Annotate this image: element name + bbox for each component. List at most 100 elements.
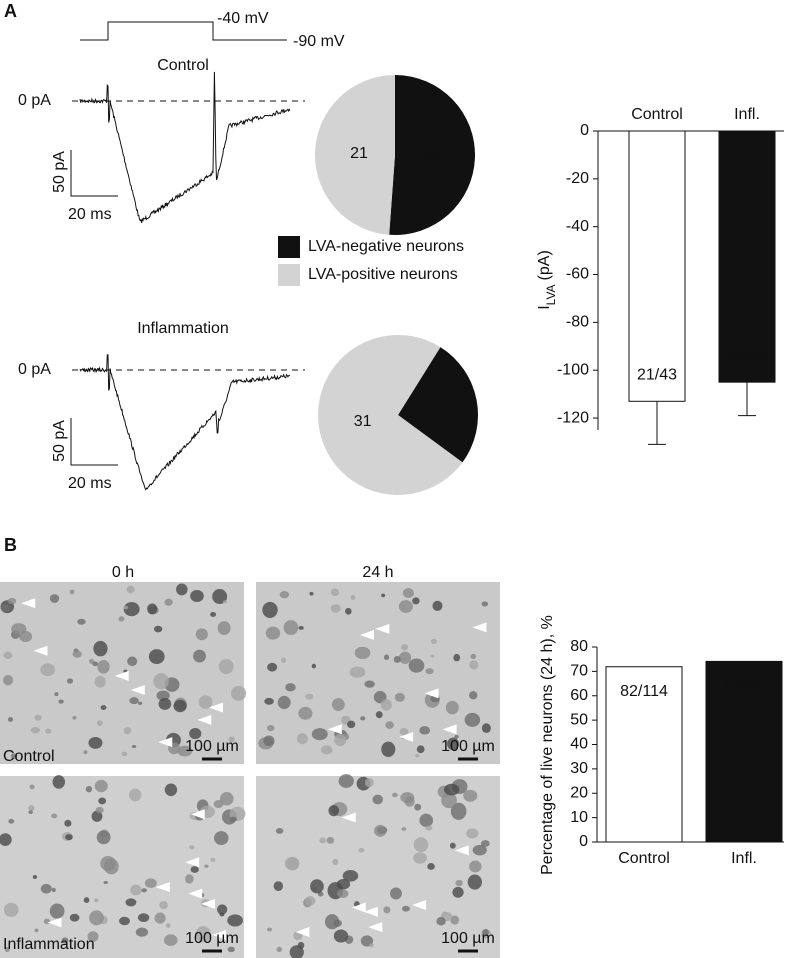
cell (404, 796, 415, 807)
cell (383, 654, 390, 661)
cell (230, 685, 247, 701)
cell (212, 589, 228, 605)
cell (264, 697, 274, 705)
cell (430, 654, 435, 658)
cell (358, 848, 365, 853)
cell (189, 728, 202, 740)
cell (447, 737, 460, 751)
cell (217, 621, 231, 636)
cell (480, 840, 490, 847)
cell (347, 720, 356, 729)
cell (338, 774, 354, 788)
cell (380, 699, 392, 711)
arrowhead (21, 598, 36, 609)
zero-label: 0 pA (18, 92, 51, 109)
y-axis-label-part: I (536, 305, 553, 309)
y-tick-label: -40 (566, 218, 589, 235)
cell (95, 806, 104, 814)
cell (0, 833, 12, 846)
cell (227, 946, 235, 953)
cell (360, 935, 374, 947)
pie-slice (398, 347, 478, 463)
cell (369, 943, 374, 948)
x-tick-label: Control (631, 106, 683, 123)
cell (87, 931, 99, 942)
cell (381, 741, 396, 757)
legend-swatch (278, 236, 300, 258)
cell (374, 824, 387, 837)
cell (276, 946, 283, 953)
cell (85, 785, 93, 793)
cell (445, 700, 459, 715)
pie-slice (315, 75, 395, 235)
cell (127, 656, 138, 667)
arrowhead (197, 714, 212, 725)
panel-label: A (4, 1, 17, 21)
cell (464, 712, 481, 727)
cell (277, 695, 291, 710)
cell (289, 945, 304, 958)
cell (177, 745, 193, 757)
cell (10, 753, 18, 759)
cell (11, 623, 27, 635)
arrowhead (359, 630, 374, 641)
cell (450, 802, 467, 820)
arrowhead (472, 622, 487, 633)
arrowhead (442, 724, 457, 735)
cell (176, 583, 188, 596)
y-tick-label: 70 (570, 663, 588, 680)
current-trace (79, 354, 291, 491)
cell (228, 736, 235, 743)
cell (320, 745, 333, 755)
bar (628, 130, 686, 402)
cell (275, 828, 284, 834)
y-tick-label: -20 (566, 170, 589, 187)
cell (419, 726, 431, 735)
arrowhead (295, 927, 310, 938)
micrograph (256, 582, 500, 764)
cell (66, 678, 74, 684)
cell (349, 666, 366, 678)
cell (296, 733, 308, 745)
arrowhead (185, 857, 200, 868)
cell (49, 594, 60, 603)
cell (125, 898, 137, 907)
arrowhead (33, 645, 48, 656)
cell (195, 926, 211, 943)
cell (425, 825, 433, 831)
cell (130, 884, 142, 896)
zero-label: 0 pA (18, 361, 51, 378)
cell (7, 717, 14, 722)
n-label: 82/114 (620, 683, 668, 700)
arrowhead (363, 906, 378, 917)
cell (0, 604, 11, 612)
arrowhead (208, 702, 223, 713)
cell (227, 914, 243, 927)
cell (330, 588, 340, 596)
y-tick-label: 0 (579, 833, 588, 850)
cell (88, 736, 103, 749)
cell (198, 695, 213, 709)
arrowhead (190, 809, 205, 820)
cell (204, 864, 209, 868)
cell (100, 855, 116, 871)
cell (381, 593, 386, 598)
x-tick-label: Control (618, 850, 670, 867)
cell (77, 618, 86, 625)
cell (4, 947, 10, 953)
cell (65, 834, 73, 841)
x-tick-label: Infl. (731, 850, 757, 867)
cell (214, 831, 229, 846)
cell (129, 697, 139, 705)
cell (164, 598, 173, 606)
cell (449, 842, 456, 849)
cell (64, 819, 72, 827)
cell (154, 912, 166, 924)
cell (28, 804, 35, 812)
cell (193, 649, 206, 663)
cell (123, 602, 140, 617)
cell (229, 816, 237, 822)
cell (263, 735, 275, 747)
arrowhead (341, 812, 356, 823)
cell (455, 879, 463, 887)
